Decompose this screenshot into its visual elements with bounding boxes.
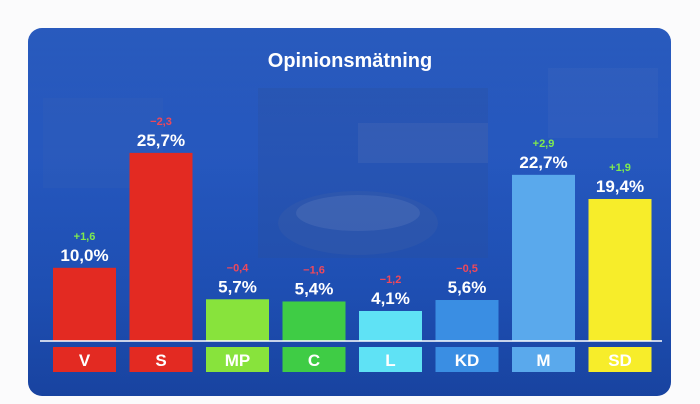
value-label-l: 4,1% — [371, 289, 410, 308]
bar-m — [512, 174, 575, 341]
value-label-kd: 5,6% — [448, 278, 487, 297]
party-box-l — [359, 347, 422, 372]
bar-s — [129, 152, 193, 341]
tick-label-kd: KD — [455, 351, 480, 370]
change-label-l: −1,2 — [380, 274, 402, 286]
change-label-v: +1,6 — [74, 231, 96, 243]
tick-label-c: C — [308, 351, 320, 370]
party-box-c — [282, 347, 346, 372]
tick-label-v: V — [79, 351, 91, 370]
tick-label-m: M — [536, 351, 550, 370]
chart-panel: Opinionsmätning 10,0% +1,6 25,7% −2,3 5,7% −0… — [28, 28, 671, 396]
bar-l — [359, 310, 422, 341]
party-box-kd — [435, 347, 499, 372]
change-label-s: −2,3 — [150, 116, 172, 128]
change-label-mp: −0,4 — [227, 262, 250, 274]
value-label-m: 22,7% — [519, 153, 567, 172]
tick-label-l: L — [385, 351, 395, 370]
party-box-m — [512, 347, 575, 372]
party-box-s — [129, 347, 193, 372]
chart-title: Opinionsmätning — [268, 50, 432, 72]
party-box-sd — [588, 347, 652, 372]
value-label-mp: 5,7% — [218, 277, 257, 296]
change-label-m: +2,9 — [533, 138, 555, 150]
bar-kd — [435, 300, 499, 341]
value-label-v: 10,0% — [60, 246, 108, 265]
bar-sd — [588, 198, 652, 341]
party-box-v — [53, 347, 116, 372]
bar-chart: Opinionsmätning 10,0% +1,6 25,7% −2,3 5,7% −0… — [28, 28, 671, 396]
tick-label-s: S — [155, 351, 166, 370]
change-label-kd: −0,5 — [456, 263, 478, 275]
value-label-sd: 19,4% — [596, 177, 644, 196]
tick-label-mp: MP — [225, 351, 251, 370]
bar-c — [282, 301, 346, 341]
bar-v — [53, 267, 116, 341]
party-box-mp — [206, 347, 269, 372]
value-label-s: 25,7% — [137, 131, 185, 150]
change-label-c: −1,6 — [303, 264, 325, 276]
tick-label-sd: SD — [608, 351, 632, 370]
change-label-sd: +1,9 — [609, 162, 631, 174]
value-label-c: 5,4% — [295, 279, 334, 298]
bar-mp — [206, 299, 269, 341]
